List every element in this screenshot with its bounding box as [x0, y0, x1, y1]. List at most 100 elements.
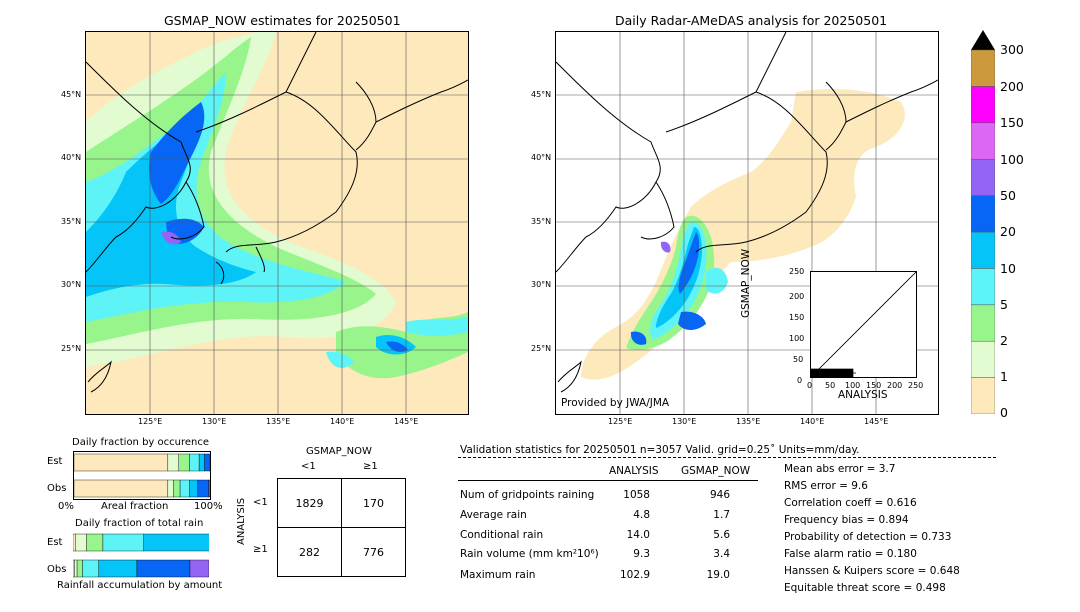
left-lon-label: 140°E [330, 417, 355, 426]
occurrence-est-label: Est [47, 456, 63, 467]
bar-segment-obs [173, 479, 181, 498]
validation-score: Frequency bias = 0.894 [784, 514, 909, 526]
colorbar-segment [970, 231, 996, 269]
bar-segment-obs [74, 559, 78, 578]
bar-segment-obs [136, 559, 191, 578]
scatter-x-tick: 100 [845, 381, 861, 390]
right-map-coastline [556, 32, 938, 393]
bar-segment-est [178, 453, 190, 472]
left-lon-label: 135°E [266, 417, 291, 426]
contingency-cell-21: 282 [277, 527, 342, 577]
left-lon-label: 145°E [394, 417, 419, 426]
total-rain-svg [72, 533, 212, 578]
right-lon-label: 145°E [864, 417, 889, 426]
left-rain-field [86, 32, 468, 379]
colorbar-label: 150 [1000, 115, 1024, 130]
left-lat-label: 25°N [61, 344, 82, 353]
bar-segment-est [198, 453, 205, 472]
validation-score: Correlation coeff = 0.616 [784, 497, 917, 509]
validation-row-analysis: 14.0 [626, 529, 650, 541]
bar-segment-obs [189, 479, 198, 498]
colorbar-svg [970, 30, 996, 415]
contingency-row1: <1 [253, 497, 268, 508]
bar-segment-obs [189, 559, 210, 578]
scatter-inset [810, 271, 917, 378]
left-map-canvas [86, 32, 468, 414]
colorbar-segment [970, 268, 996, 306]
bar-segment-est [204, 453, 211, 472]
bar-segment-est [75, 533, 87, 552]
contingency-cell-11: 1829 [277, 478, 342, 528]
colorbar-label: 10 [1000, 261, 1016, 276]
scatter-ylabel: GSMAP_NOW [740, 248, 752, 318]
validation-row-label: Maximum rain [460, 569, 536, 581]
right-lon-label: 140°E [800, 417, 825, 426]
left-lat-label: 30°N [61, 280, 82, 289]
scatter-x-tick: 150 [866, 381, 882, 390]
diagonal-line [810, 271, 917, 378]
colorbar [970, 30, 996, 415]
validation-rule [458, 480, 758, 481]
colorbar-segment [970, 340, 996, 378]
scatter-y-tick: 100 [789, 334, 805, 343]
left-map-title: GSMAP_NOW estimates for 20250501 [164, 13, 401, 28]
validation-row-analysis: 1058 [623, 489, 650, 501]
contingency-row-axis: ANALYSIS [236, 497, 247, 545]
colorbar-label: 2 [1000, 333, 1008, 348]
bar-segment-est [189, 453, 200, 472]
bar-segment-obs [167, 479, 174, 498]
validation-row-analysis: 102.9 [620, 569, 651, 581]
occurrence-axis-right: 100% [194, 501, 223, 512]
scatter-y-tick: 200 [789, 292, 805, 301]
total-rain-est-label: Est [47, 537, 63, 548]
bar-segment-obs [82, 559, 100, 578]
validation-row-gsmap: 946 [709, 489, 730, 501]
left-lon-label: 125°E [138, 417, 163, 426]
scatter-plot [810, 271, 917, 378]
validation-score: Mean abs error = 3.7 [784, 463, 896, 475]
right-lon-label: 135°E [736, 417, 761, 426]
occurrence-axis-left: 0% [58, 501, 74, 512]
left-lon-label: 130°E [202, 417, 227, 426]
scatter-y-tick: 150 [789, 313, 805, 322]
validation-row-gsmap: 3.4 [713, 548, 730, 560]
scatter-y-tick: 50 [793, 355, 804, 364]
contingency-table: 1829 170 282 776 [277, 478, 406, 577]
total-rain-footer: Rainfall accumulation by amount [57, 580, 223, 591]
bar-segment-obs [98, 559, 138, 578]
contingency-header: GSMAP_NOW [306, 446, 372, 457]
colorbar-label: 200 [1000, 79, 1024, 94]
occurrence-svg [73, 453, 211, 498]
scatter-x-tick: 250 [908, 381, 924, 390]
right-lon-label: 130°E [672, 417, 697, 426]
right-lat-label: 35°N [531, 217, 552, 226]
total-rain-obs-label: Obs [47, 564, 67, 575]
right-lon-label: 125°E [608, 417, 633, 426]
bar-segment-est [86, 533, 104, 552]
scatter-x-tick: 0 [807, 381, 813, 390]
validation-row-gsmap: 5.6 [713, 529, 730, 541]
occurrence-obs-label: Obs [47, 483, 67, 494]
bar-segment-est [167, 453, 179, 472]
right-map [555, 31, 939, 415]
validation-dashed-line [458, 457, 996, 458]
validation-row-label: Rain volume (mm km²10⁶) [460, 548, 599, 560]
validation-row-gsmap: 19.0 [706, 569, 730, 581]
contingency-row2: ≥1 [253, 544, 268, 555]
left-map [85, 31, 469, 415]
validation-score: False alarm ratio = 0.180 [784, 548, 917, 560]
bar-segment-obs [208, 479, 211, 498]
bar-segment-obs [72, 559, 75, 578]
bar-segment-est [72, 533, 76, 552]
validation-row-analysis: 9.3 [633, 548, 650, 560]
colorbar-segment [970, 195, 996, 233]
colorbar-segments [970, 49, 996, 415]
colorbar-extend-arrow [971, 30, 995, 50]
right-lat-label: 25°N [531, 344, 552, 353]
colorbar-segment [970, 377, 996, 415]
contingency-col2: ≥1 [363, 461, 378, 472]
right-lat-label: 45°N [531, 90, 552, 99]
bar-segment-obs [179, 479, 190, 498]
validation-row-label: Conditional rain [460, 529, 544, 541]
total-rain-title: Daily fraction of total rain [75, 518, 204, 529]
